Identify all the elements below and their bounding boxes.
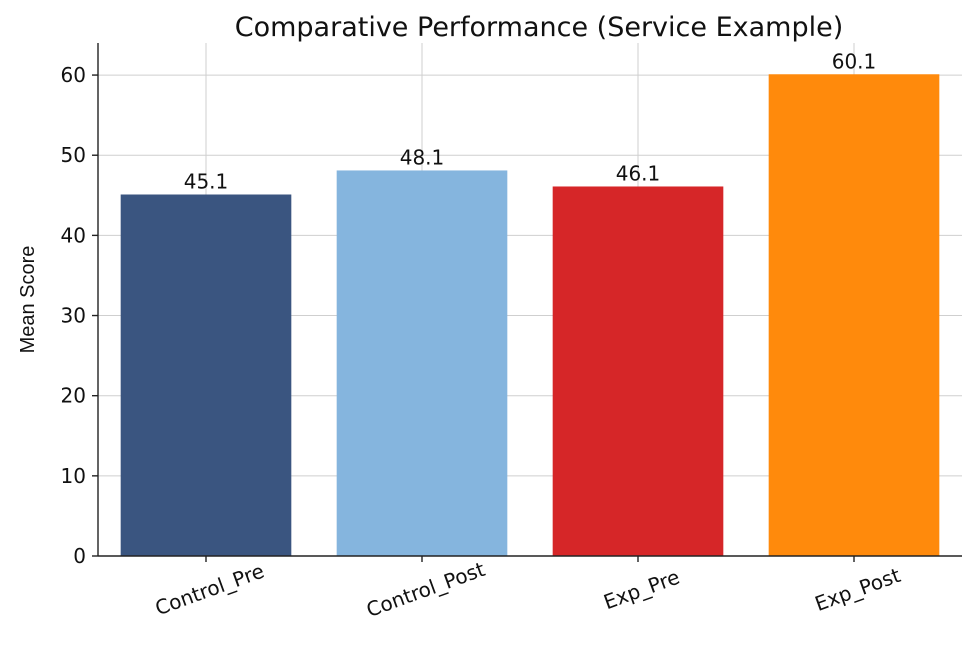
y-tick-label: 50: [61, 143, 86, 167]
bar-control-post: [336, 170, 508, 557]
y-tick-label: 20: [61, 384, 86, 408]
y-tick-label: 40: [61, 223, 86, 247]
y-tick-label: 60: [61, 63, 86, 87]
bar-value-label: 48.1: [400, 145, 445, 169]
bar-exp-pre: [552, 186, 724, 557]
y-tick-label: 0: [73, 544, 86, 568]
x-tick-label: Control_Post: [363, 557, 488, 622]
y-tick-label: 30: [61, 304, 86, 328]
y-axis-label: Mean Score: [17, 246, 39, 354]
x-tick-label: Exp_Post: [812, 563, 904, 616]
data-labels: 45.1 48.1 46.1 60.1: [184, 49, 877, 193]
y-tick-label: 10: [61, 464, 86, 488]
chart-title: Comparative Performance (Service Example…: [235, 12, 844, 43]
axes: [92, 43, 962, 562]
bar-value-label: 45.1: [184, 169, 229, 193]
bar-value-label: 46.1: [616, 161, 661, 185]
x-tick-label: Exp_Pre: [600, 565, 682, 615]
bar-control-pre: [120, 194, 292, 557]
bar-exp-post: [768, 74, 940, 557]
bars: [120, 74, 940, 557]
x-tick-label: Control_Pre: [152, 559, 267, 621]
bar-value-label: 60.1: [832, 49, 877, 73]
